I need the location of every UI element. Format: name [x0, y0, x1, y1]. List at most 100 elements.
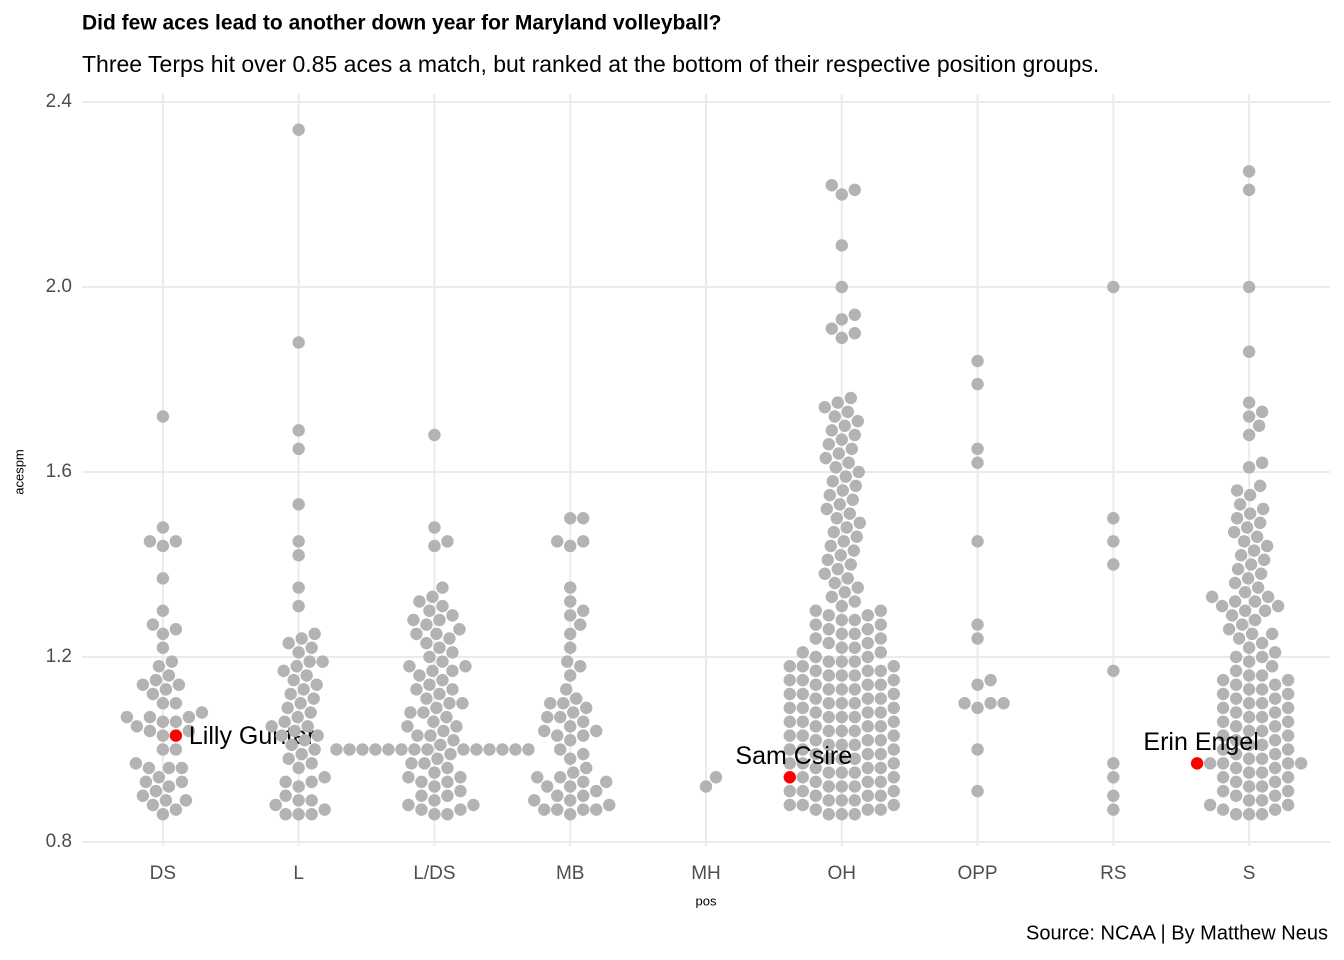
point	[887, 784, 900, 798]
point	[182, 724, 196, 738]
point	[428, 808, 441, 821]
point	[423, 604, 436, 617]
point	[971, 618, 984, 631]
point	[441, 761, 454, 775]
point	[577, 747, 590, 761]
point	[1265, 627, 1279, 641]
point	[564, 627, 577, 641]
point	[1231, 562, 1245, 576]
point	[783, 715, 796, 728]
point	[887, 798, 900, 812]
point	[437, 724, 450, 738]
point	[1229, 678, 1243, 691]
point	[1255, 650, 1269, 664]
point	[561, 655, 574, 668]
point	[577, 512, 590, 525]
point	[1107, 664, 1120, 678]
point	[156, 410, 170, 423]
point	[1216, 729, 1230, 742]
point	[1242, 780, 1256, 793]
point	[796, 729, 809, 742]
point	[284, 687, 297, 701]
point	[590, 803, 603, 816]
point	[1229, 775, 1243, 789]
point	[849, 479, 862, 493]
highlight-label: Erin Engel	[1143, 728, 1258, 756]
point	[1268, 720, 1282, 733]
point	[459, 660, 472, 673]
point	[971, 442, 984, 456]
point	[446, 683, 459, 696]
point	[861, 789, 874, 802]
point	[809, 650, 822, 664]
point	[564, 669, 577, 682]
point	[1230, 512, 1244, 525]
point	[564, 808, 577, 821]
point	[835, 239, 848, 252]
point	[861, 720, 874, 733]
point	[822, 710, 835, 724]
point	[958, 697, 971, 710]
point	[847, 544, 860, 557]
point	[796, 646, 809, 659]
point	[282, 636, 295, 650]
point	[570, 692, 583, 705]
point	[278, 715, 291, 728]
point	[143, 724, 157, 738]
point	[835, 683, 848, 696]
point	[577, 535, 590, 548]
point	[182, 710, 196, 724]
point	[310, 678, 323, 691]
point	[835, 710, 848, 724]
point	[861, 692, 874, 705]
point	[564, 512, 577, 525]
point	[440, 710, 453, 724]
point	[874, 720, 887, 733]
point	[169, 803, 183, 816]
point	[887, 771, 900, 784]
point	[835, 655, 848, 668]
point	[295, 632, 308, 645]
point	[300, 669, 313, 682]
point	[825, 424, 838, 437]
point	[835, 752, 848, 765]
point	[874, 618, 887, 631]
point	[1233, 498, 1247, 511]
point	[874, 803, 887, 816]
point	[1281, 687, 1295, 701]
point	[809, 664, 822, 678]
point	[436, 581, 449, 594]
point	[783, 673, 796, 687]
point	[1243, 488, 1257, 502]
point	[297, 683, 310, 696]
point	[574, 660, 587, 673]
point	[835, 433, 848, 446]
point	[287, 673, 300, 687]
point	[165, 655, 179, 668]
point	[783, 660, 796, 673]
point	[430, 701, 443, 715]
point	[292, 761, 305, 775]
point	[443, 632, 456, 645]
point	[848, 766, 861, 779]
point	[1203, 798, 1217, 812]
point	[454, 771, 467, 784]
point	[156, 641, 170, 654]
point	[295, 747, 308, 761]
point	[1242, 724, 1256, 738]
chart-subtitle: Three Terps hit over 0.85 aces a match, …	[82, 51, 1099, 77]
point	[401, 720, 414, 733]
point	[292, 535, 305, 548]
point	[564, 720, 577, 733]
x-tick-label: MB	[556, 863, 585, 884]
point	[428, 780, 441, 793]
point	[1230, 484, 1244, 497]
point	[861, 636, 874, 650]
point	[1107, 789, 1120, 802]
point	[418, 757, 431, 770]
point	[1229, 747, 1243, 761]
point	[411, 729, 424, 742]
point	[861, 734, 874, 747]
point	[428, 539, 441, 553]
point	[120, 710, 134, 724]
